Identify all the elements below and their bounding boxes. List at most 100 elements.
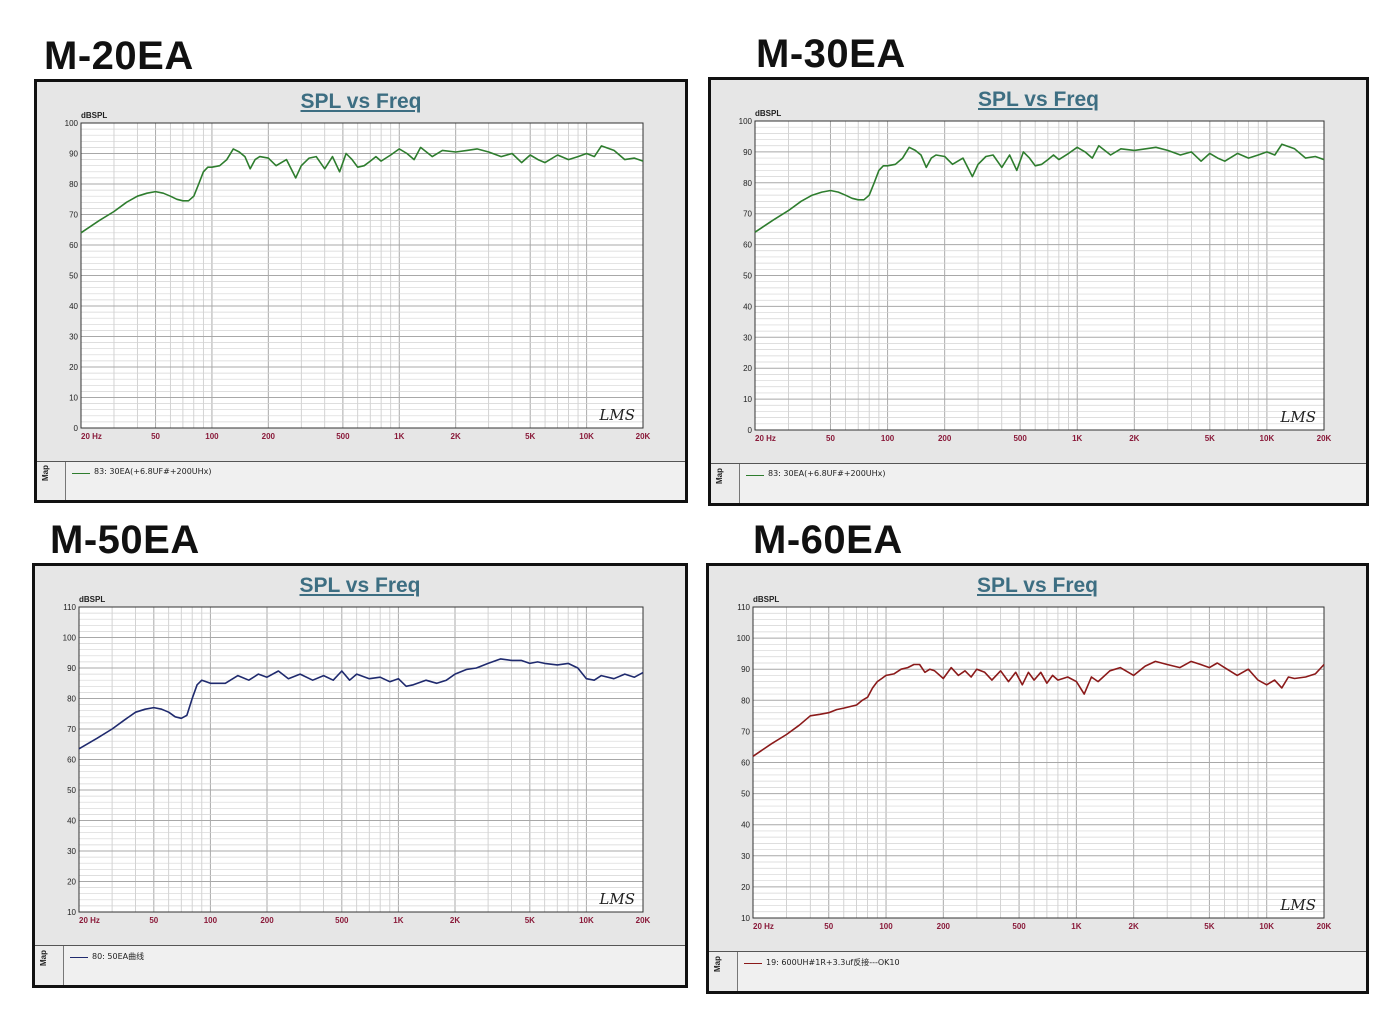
map-tab-label: Map: [41, 465, 50, 481]
x-tick-label: 50: [149, 916, 158, 925]
y-axis-label: dBSPL: [755, 109, 782, 118]
y-axis-label: dBSPL: [753, 595, 780, 604]
x-tick-label: 20 Hz: [755, 434, 776, 443]
x-tick-label: 20 Hz: [81, 432, 102, 441]
y-tick-label: 30: [741, 852, 750, 861]
y-tick-label: 60: [741, 759, 750, 768]
lms-watermark: LMS: [1279, 896, 1316, 914]
x-tick-label: 10K: [1260, 434, 1275, 443]
chart-panel: SPL vs Freq dBSPL 10 20 30 40 50 60 70 80 90 100 1…: [706, 563, 1369, 994]
y-tick-label: 100: [739, 117, 753, 126]
x-tick-label: 200: [937, 922, 951, 931]
y-tick-label: 60: [743, 241, 752, 250]
x-tick-label: 5K: [525, 432, 535, 441]
x-tick-label: 500: [336, 432, 350, 441]
series-line: [752, 660, 1325, 757]
y-tick-label: 60: [67, 756, 76, 765]
y-tick-label: 50: [67, 786, 76, 795]
map-tab-label: Map: [715, 467, 724, 484]
y-tick-label: 30: [743, 333, 752, 342]
plot-frame: [80, 122, 644, 429]
y-tick-label: 40: [69, 302, 78, 311]
x-tick-label: 20 Hz: [79, 916, 100, 925]
x-tick-label: 5K: [1204, 922, 1214, 931]
legend-swatch: [746, 475, 764, 476]
y-tick-label: 20: [741, 883, 750, 892]
y-tick-label: 20: [743, 364, 752, 373]
y-tick-label: 30: [67, 847, 76, 856]
x-tick-label: 2K: [450, 916, 460, 925]
x-tick-label: 2K: [1129, 434, 1139, 443]
plot-frame: [752, 606, 1325, 919]
y-tick-label: 70: [743, 210, 752, 219]
series-line: [754, 143, 1325, 233]
x-tick-label: 100: [879, 922, 893, 931]
y-tick-label: 60: [69, 241, 78, 250]
chart-title: SPL vs Freq: [977, 574, 1098, 597]
x-tick-label: 20K: [1317, 434, 1332, 443]
legend-entry: 80: 50EA曲线: [92, 952, 145, 961]
y-tick-label: 10: [743, 395, 752, 404]
x-tick-label: 50: [824, 922, 833, 931]
y-tick-label: 40: [743, 302, 752, 311]
x-tick-label: 500: [335, 916, 349, 925]
y-tick-label: 70: [69, 211, 78, 220]
grid-lines: [752, 606, 1325, 919]
chart-title: SPL vs Freq: [978, 88, 1099, 111]
x-tick-label: 5K: [525, 916, 535, 925]
y-tick-label: 80: [67, 695, 76, 704]
legend-panel: Map 83: 30EA(+6.8UF#+200UHx): [37, 461, 685, 500]
map-tab[interactable]: Map: [37, 462, 66, 500]
x-tick-label: 20K: [1317, 922, 1332, 931]
plot-frame: [78, 606, 644, 913]
y-axis-label: dBSPL: [79, 595, 106, 604]
series-line: [78, 658, 644, 750]
map-tab[interactable]: Map: [709, 952, 738, 991]
x-tick-label: 20K: [636, 432, 651, 441]
legend-panel: Map 19: 600UH#1R+3.3uf反接---OK10: [709, 951, 1366, 991]
y-tick-label: 100: [63, 634, 77, 643]
x-tick-label: 2K: [1129, 922, 1139, 931]
legend-panel: Map 83: 30EA(+6.8UF#+200UHx): [711, 463, 1366, 503]
x-tick-label: 50: [151, 432, 160, 441]
legend-panel: Map 80: 50EA曲线: [35, 945, 685, 985]
plot-area: 0 10 20 30 40 50 60 70 80 90 100 20 Hz 50 100 200 500 1K…: [65, 119, 651, 441]
x-tick-label: 500: [1013, 434, 1027, 443]
x-tick-label: 20K: [636, 916, 651, 925]
legend-entry: 19: 600UH#1R+3.3uf反接---OK10: [766, 958, 900, 967]
chart-panel: SPL vs Freq dBSPL 10 20 30 40 50 60 70 80 90 100 1…: [32, 563, 688, 988]
x-tick-label: 1K: [393, 916, 403, 925]
chart-panel: SPL vs Freq dBSPL 0 10 20 30 40 50 60 70 80 90 100…: [34, 79, 688, 503]
y-tick-label: 40: [67, 817, 76, 826]
legend-swatch: [72, 473, 90, 474]
y-tick-label: 20: [69, 363, 78, 372]
y-tick-label: 10: [67, 908, 76, 917]
x-tick-label: 500: [1012, 922, 1026, 931]
y-tick-label: 70: [67, 725, 76, 734]
x-tick-label: 20 Hz: [753, 922, 774, 931]
chart-heading: M-60EA: [753, 518, 903, 562]
x-tick-label: 5K: [1205, 434, 1215, 443]
lms-watermark: LMS: [1279, 408, 1316, 426]
y-tick-label: 80: [741, 696, 750, 705]
lms-watermark: LMS: [598, 890, 635, 908]
x-tick-label: 10K: [579, 916, 594, 925]
y-tick-label: 50: [743, 272, 752, 281]
y-tick-label: 20: [67, 878, 76, 887]
x-tick-label: 50: [826, 434, 835, 443]
map-tab[interactable]: Map: [711, 464, 740, 503]
y-tick-label: 30: [69, 333, 78, 342]
x-tick-label: 100: [205, 432, 219, 441]
y-tick-label: 10: [741, 914, 750, 923]
legend-swatch: [744, 963, 762, 964]
y-tick-label: 0: [74, 424, 79, 433]
chart-heading: M-50EA: [50, 518, 200, 562]
legend-swatch: [70, 957, 88, 958]
map-tab[interactable]: Map: [35, 946, 64, 985]
chart-heading: M-30EA: [756, 32, 906, 76]
y-tick-label: 90: [741, 665, 750, 674]
x-tick-label: 100: [204, 916, 218, 925]
x-tick-label: 1K: [1072, 434, 1082, 443]
plot-frame: [754, 120, 1325, 431]
map-tab-label: Map: [713, 955, 722, 972]
